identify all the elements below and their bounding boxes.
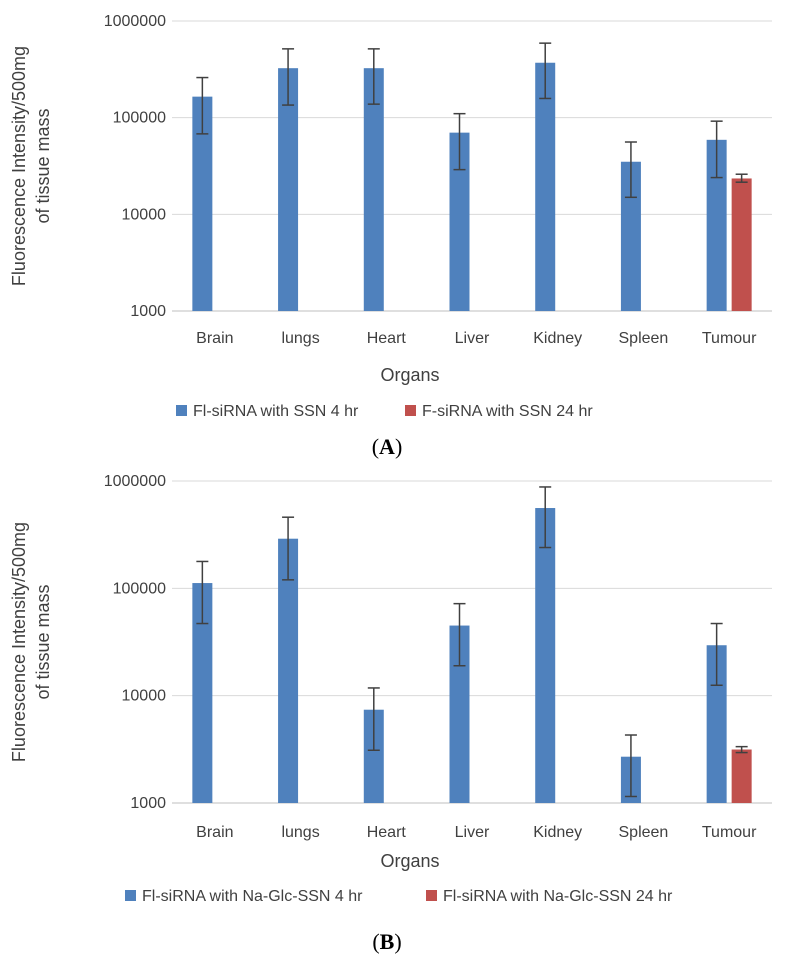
b-y-tick-label: 1000 (130, 795, 166, 812)
panel-a-legend-swatch-series-2 (405, 405, 416, 416)
a-bar-brain-series-1 (192, 96, 213, 311)
a-bar-lungs-series-1 (278, 68, 299, 312)
a-x-tick-label: Heart (367, 330, 407, 347)
panel-a-bars (192, 42, 752, 312)
b-x-tick-label: Liver (455, 824, 490, 841)
a-bar-liver-series-1 (449, 132, 470, 311)
b-bar-lungs-series-1 (278, 538, 299, 803)
a-x-tick-label: Liver (455, 330, 490, 347)
b-y-tick-label: 100000 (113, 580, 166, 597)
panel-b-x-axis-title: Organs (380, 851, 439, 871)
panel-a-y-axis-title-line2: of tissue mass (33, 108, 53, 223)
a-bar-kidney-series-1 (535, 62, 556, 311)
a-x-tick-label: Tumour (702, 330, 757, 347)
panel-a-legend-label-series-1: Fl-siRNA with SSN 4 hr (193, 403, 359, 420)
a-y-tick-label: 1000 (130, 303, 166, 320)
panel-a-plot-area (172, 20, 772, 312)
panel-b: 1000000 100000 10000 1000 Brain lungs Heart Li… (9, 473, 772, 954)
panel-b-y-axis-title-line1: Fluorescence Intensity/500mg (9, 522, 29, 762)
b-bar-heart-series-1 (363, 709, 384, 803)
a-x-tick-label: Spleen (619, 330, 669, 347)
a-y-tick-label: 1000000 (104, 13, 166, 30)
a-bar-tumour-series-1 (706, 139, 727, 311)
panel-a: 1000000 100000 10000 1000 Brain lungs Heart Li… (9, 13, 772, 459)
a-y-tick-label: 10000 (122, 206, 167, 223)
panel-b-legend-swatch-series-1 (125, 890, 136, 901)
b-bar-kidney-series-1 (535, 508, 556, 803)
a-bar-heart-series-1 (363, 68, 384, 312)
b-x-tick-label: Brain (196, 824, 233, 841)
b-x-tick-label: Tumour (702, 824, 757, 841)
panel-b-y-axis: 1000000 100000 10000 1000 (104, 473, 166, 812)
panel-b-x-axis: Brain lungs Heart Liver Kidney Spleen Tumour (196, 824, 757, 841)
panel-b-legend-swatch-series-2 (426, 890, 437, 901)
b-y-tick-label: 10000 (122, 688, 167, 705)
b-x-tick-label: Heart (367, 824, 407, 841)
b-y-tick-label: 1000000 (104, 473, 166, 490)
a-x-tick-label: Brain (196, 330, 233, 347)
panel-a-legend-swatch-series-1 (176, 405, 187, 416)
panel-b-legend-label-series-1: Fl-siRNA with Na-Glc-SSN 4 hr (142, 888, 363, 905)
panel-b-label: (B) (372, 929, 401, 954)
panel-b-y-axis-title-line2: of tissue mass (33, 584, 53, 699)
panel-b-bars (192, 486, 752, 803)
a-y-tick-label: 100000 (113, 110, 166, 127)
panel-a-y-axis-title-line1: Fluorescence Intensity/500mg (9, 46, 29, 286)
b-bar-tumour-series-2 (731, 749, 752, 803)
b-bar-brain-series-1 (192, 583, 213, 803)
a-x-tick-label: lungs (281, 330, 319, 347)
panel-a-x-axis: Brain lungs Heart Liver Kidney Spleen Tumour (196, 330, 757, 347)
b-x-tick-label: lungs (281, 824, 319, 841)
panel-a-legend-label-series-2: F-siRNA with SSN 24 hr (422, 403, 593, 420)
a-x-tick-label: Kidney (533, 330, 582, 347)
panel-b-legend-label-series-2: Fl-siRNA with Na-Glc-SSN 24 hr (443, 888, 673, 905)
b-bar-liver-series-1 (449, 625, 470, 803)
panel-b-plot-area (172, 480, 772, 804)
panel-a-y-axis: 1000000 100000 10000 1000 (104, 13, 166, 320)
panel-a-label: (A) (372, 434, 403, 459)
b-x-tick-label: Kidney (533, 824, 582, 841)
panel-a-x-axis-title: Organs (380, 365, 439, 385)
a-bar-spleen-series-1 (620, 161, 641, 311)
b-x-tick-label: Spleen (619, 824, 669, 841)
a-bar-tumour-series-2 (731, 178, 752, 311)
